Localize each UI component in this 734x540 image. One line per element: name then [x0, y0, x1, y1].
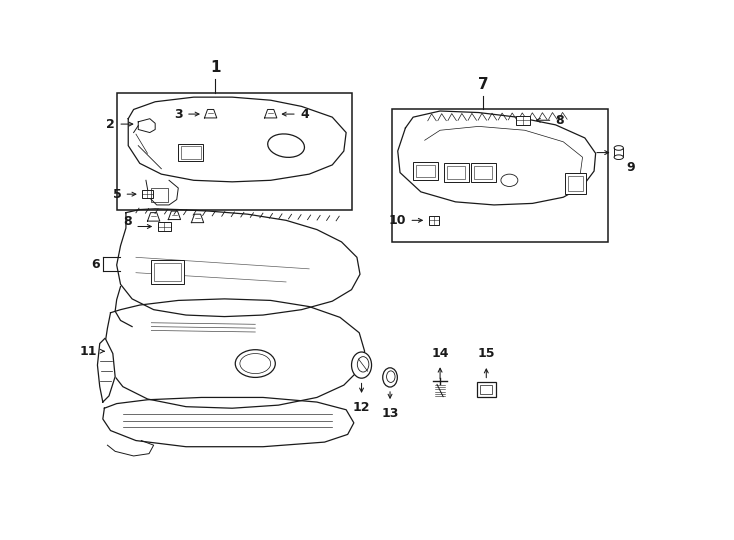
Bar: [568, 176, 584, 191]
Bar: [150, 188, 167, 202]
Polygon shape: [128, 97, 346, 182]
Bar: [565, 173, 586, 194]
Bar: [142, 190, 153, 198]
Text: 6: 6: [91, 258, 100, 271]
Bar: [416, 165, 435, 177]
Text: 8: 8: [556, 114, 564, 127]
Bar: [413, 162, 437, 180]
Polygon shape: [104, 299, 365, 408]
Bar: [178, 144, 203, 161]
Text: 3: 3: [174, 107, 183, 120]
Text: 14: 14: [432, 347, 448, 360]
Ellipse shape: [268, 134, 305, 157]
Text: 9: 9: [626, 161, 635, 174]
Bar: [444, 164, 468, 182]
Bar: [474, 166, 493, 179]
Text: 5: 5: [112, 188, 121, 201]
Polygon shape: [103, 397, 354, 447]
Ellipse shape: [240, 354, 271, 374]
Text: 1: 1: [210, 60, 221, 75]
Text: 12: 12: [353, 401, 370, 414]
Bar: [393, 110, 608, 242]
Text: 13: 13: [382, 407, 399, 420]
Text: 15: 15: [478, 347, 495, 361]
Ellipse shape: [501, 174, 518, 186]
Bar: [159, 222, 170, 231]
Bar: [477, 382, 495, 397]
Bar: [471, 164, 495, 182]
Ellipse shape: [382, 368, 397, 387]
Ellipse shape: [614, 155, 623, 159]
Ellipse shape: [236, 350, 275, 377]
Text: 10: 10: [389, 214, 406, 227]
Ellipse shape: [614, 146, 623, 150]
Bar: [447, 166, 465, 179]
Ellipse shape: [352, 352, 371, 378]
Text: 11: 11: [80, 345, 98, 357]
Polygon shape: [98, 338, 115, 402]
Bar: [516, 116, 530, 125]
Ellipse shape: [357, 356, 369, 372]
Text: 4: 4: [300, 107, 309, 120]
Bar: [181, 146, 200, 159]
Bar: [154, 262, 181, 281]
Text: 7: 7: [478, 77, 488, 92]
Text: 8: 8: [123, 215, 132, 228]
Bar: [117, 92, 352, 210]
Ellipse shape: [387, 371, 395, 382]
Bar: [480, 385, 493, 394]
Polygon shape: [117, 209, 360, 316]
Bar: [151, 260, 184, 284]
Bar: [429, 215, 440, 225]
Text: 2: 2: [106, 118, 115, 131]
Polygon shape: [398, 111, 595, 205]
